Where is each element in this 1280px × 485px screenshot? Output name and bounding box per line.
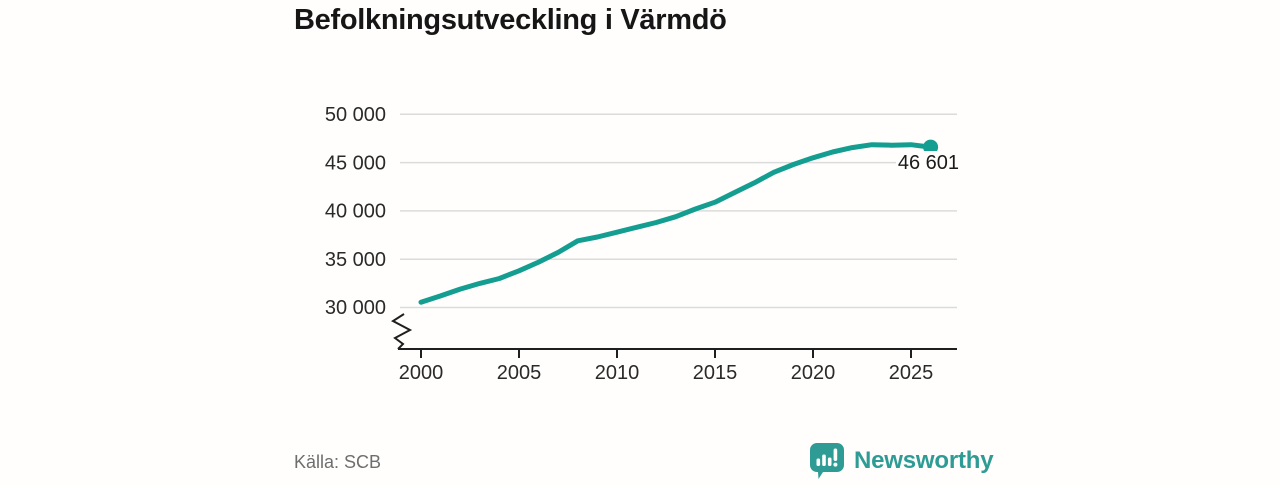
last-value-label: 46 601: [898, 152, 959, 174]
x-axis-ticks: [420, 349, 912, 358]
last-point-marker: [923, 139, 939, 155]
y-tick-label: 45 000: [325, 153, 386, 175]
last-value-label-backing: [896, 151, 961, 172]
x-tick-label: 2020: [791, 362, 836, 384]
x-axis-labels: 2000 2005 2010 2015 2020 2025: [399, 362, 934, 384]
x-tick-label: 2005: [497, 362, 542, 384]
axis-break-zigzag: [391, 313, 413, 350]
newsworthy-speech-bubble-chart-icon: [810, 443, 844, 479]
x-tick-label: 2010: [595, 362, 640, 384]
y-tick-label: 40 000: [325, 201, 386, 223]
x-tick-label: 2015: [693, 362, 738, 384]
chart-title: Befolkningsutveckling i Värmdö: [294, 4, 727, 36]
y-gridlines: [400, 113, 957, 309]
x-tick-label: 2025: [889, 362, 934, 384]
x-axis: [391, 313, 957, 358]
y-tick-label: 35 000: [325, 249, 386, 271]
y-axis-labels: 50 000 45 000 40 000 35 000 30 000: [325, 104, 386, 319]
newsworthy-wordmark: Newsworthy: [854, 447, 994, 474]
x-tick-label: 2000: [399, 362, 444, 384]
y-tick-label: 30 000: [325, 297, 386, 319]
population-line: [418, 142, 934, 305]
source-note: Källa: SCB: [294, 452, 382, 472]
y-tick-label: 50 000: [325, 104, 386, 126]
newsworthy-logo: Newsworthy: [808, 442, 994, 480]
